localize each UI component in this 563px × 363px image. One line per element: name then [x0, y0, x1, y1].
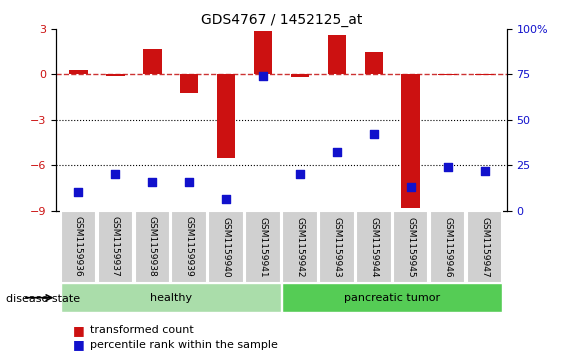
Bar: [217, 74, 235, 158]
Text: GSM1159938: GSM1159938: [148, 216, 157, 277]
Text: disease state: disease state: [6, 294, 80, 305]
Text: percentile rank within the sample: percentile rank within the sample: [90, 340, 278, 350]
Text: GSM1159939: GSM1159939: [185, 216, 194, 277]
FancyBboxPatch shape: [172, 211, 207, 283]
FancyBboxPatch shape: [430, 211, 466, 283]
Text: GSM1159947: GSM1159947: [480, 216, 489, 277]
Point: [258, 73, 267, 79]
Bar: [365, 52, 383, 74]
Point: [332, 150, 341, 155]
Bar: [180, 74, 198, 93]
FancyBboxPatch shape: [282, 283, 502, 312]
FancyBboxPatch shape: [319, 211, 355, 283]
Bar: [475, 74, 494, 75]
Bar: [254, 30, 272, 74]
Text: GSM1159945: GSM1159945: [406, 216, 415, 277]
FancyBboxPatch shape: [393, 211, 428, 283]
FancyBboxPatch shape: [282, 211, 318, 283]
Text: GSM1159944: GSM1159944: [369, 217, 378, 277]
Text: ■: ■: [73, 338, 85, 351]
Text: healthy: healthy: [150, 293, 192, 303]
Bar: [328, 35, 346, 74]
Point: [185, 179, 194, 184]
FancyBboxPatch shape: [245, 211, 281, 283]
Point: [443, 164, 452, 170]
Text: GSM1159936: GSM1159936: [74, 216, 83, 277]
Bar: [401, 74, 420, 208]
Point: [111, 171, 120, 177]
Point: [480, 168, 489, 174]
Text: pancreatic tumor: pancreatic tumor: [344, 293, 440, 303]
Text: GSM1159946: GSM1159946: [443, 216, 452, 277]
Point: [222, 196, 231, 202]
Point: [148, 179, 157, 184]
FancyBboxPatch shape: [61, 283, 281, 312]
FancyBboxPatch shape: [208, 211, 244, 283]
FancyBboxPatch shape: [97, 211, 133, 283]
Bar: [106, 74, 124, 76]
Bar: [143, 49, 162, 74]
FancyBboxPatch shape: [356, 211, 391, 283]
Text: GSM1159942: GSM1159942: [296, 217, 305, 277]
Bar: [69, 70, 88, 74]
Point: [369, 131, 378, 137]
Point: [406, 184, 415, 190]
Point: [74, 189, 83, 195]
FancyBboxPatch shape: [61, 211, 96, 283]
Text: GSM1159940: GSM1159940: [222, 216, 231, 277]
Text: GSM1159943: GSM1159943: [332, 216, 341, 277]
Text: transformed count: transformed count: [90, 325, 194, 335]
Text: GSM1159937: GSM1159937: [111, 216, 120, 277]
Bar: [439, 74, 457, 75]
Text: ■: ■: [73, 324, 85, 337]
FancyBboxPatch shape: [135, 211, 170, 283]
Text: GSM1159941: GSM1159941: [258, 216, 267, 277]
Title: GDS4767 / 1452125_at: GDS4767 / 1452125_at: [201, 13, 362, 26]
FancyBboxPatch shape: [467, 211, 502, 283]
Bar: [291, 74, 309, 77]
Point: [296, 171, 305, 177]
